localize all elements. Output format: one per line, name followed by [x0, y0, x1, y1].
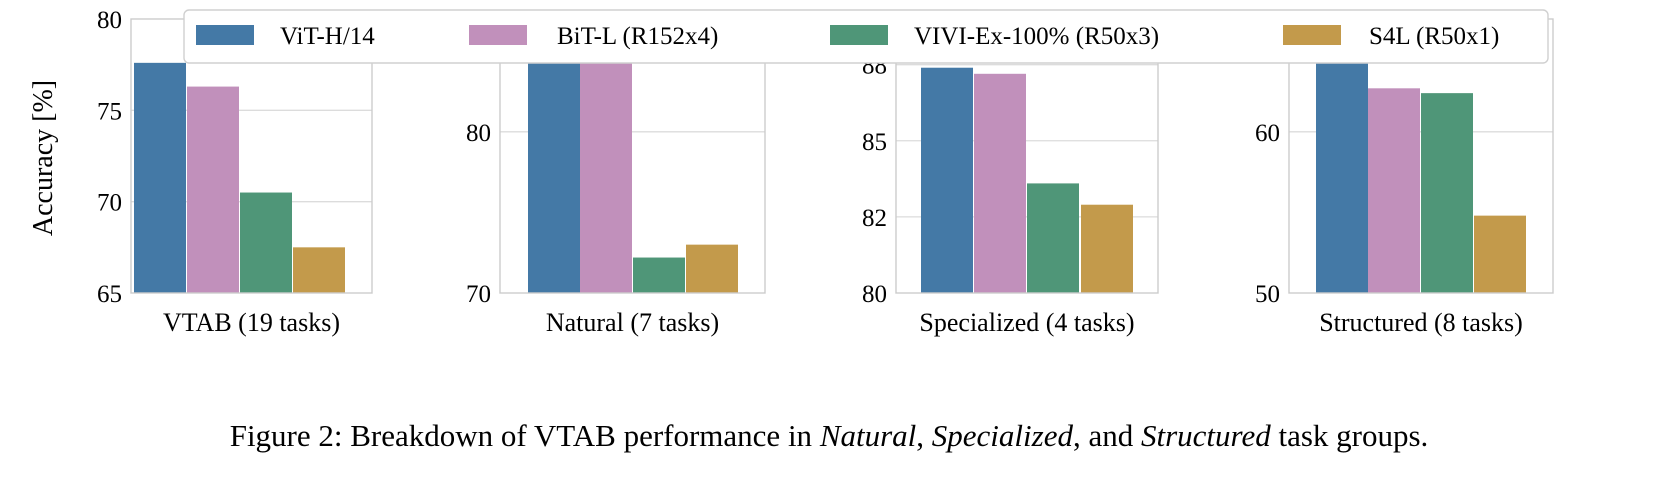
panel-1: 65 70 75 80 VTAB (19 tasks) — [97, 7, 373, 337]
bar — [686, 244, 738, 293]
legend-label: S4L (R50x1) — [1369, 23, 1499, 50]
chart-panels: 65 70 75 80 VTAB (19 tasks) 70 80 Natural (7 ta… — [97, 7, 1554, 337]
y-tick-label: 82 — [862, 205, 887, 232]
bar — [1027, 183, 1079, 293]
bar — [1316, 51, 1368, 294]
legend-swatch — [196, 25, 254, 45]
x-axis-label: Specialized (4 tasks) — [919, 308, 1134, 337]
y-tick-label: 80 — [97, 7, 122, 34]
panel-2: 70 80 Natural (7 tasks) — [466, 18, 766, 337]
legend-item: VIVI-Ex-100% (R50x3) — [830, 23, 1159, 50]
bar — [187, 86, 239, 293]
bar — [1421, 93, 1473, 293]
caption-prefix: Figure 2: Breakdown of VTAB performance … — [229, 418, 820, 453]
caption-suffix: task groups. — [1270, 418, 1429, 453]
bar — [580, 48, 632, 293]
panel-4: 50 60 Structured (8 tasks) — [1255, 18, 1554, 337]
bar — [633, 257, 685, 293]
legend-label: VIVI-Ex-100% (R50x3) — [914, 23, 1159, 50]
bar — [1081, 204, 1133, 293]
y-tick-label: 65 — [97, 281, 122, 308]
bar — [293, 247, 345, 293]
legend-item: BiT-L (R152x4) — [469, 23, 718, 50]
legend-swatch — [469, 25, 527, 45]
bar — [974, 73, 1026, 293]
y-tick-label: 70 — [466, 281, 491, 308]
y-tick-label: 70 — [97, 190, 122, 217]
caption-natural: Natural — [819, 418, 917, 453]
y-tick-label: 80 — [466, 120, 491, 147]
caption-sep-1: , — [916, 418, 932, 453]
x-axis-label: Natural (7 tasks) — [546, 308, 719, 337]
bar — [240, 192, 292, 293]
x-axis-label: Structured (8 tasks) — [1319, 308, 1523, 337]
bar — [528, 30, 580, 294]
bar — [1474, 215, 1526, 293]
x-axis-label: VTAB (19 tasks) — [163, 308, 340, 337]
legend: ViT-H/14 BiT-L (R152x4) VIVI-Ex-100% (R50x… — [183, 9, 1549, 64]
bar — [921, 67, 973, 293]
bar — [134, 62, 186, 294]
legend-item: S4L (R50x1) — [1283, 23, 1499, 50]
caption-sep-2: , and — [1072, 418, 1141, 453]
y-axis-label: Accuracy [%] — [28, 80, 59, 236]
legend-label: BiT-L (R152x4) — [557, 23, 718, 50]
bar — [1368, 88, 1420, 294]
y-tick-label: 50 — [1255, 281, 1280, 308]
caption-structured: Structured — [1140, 418, 1271, 453]
y-tick-label: 75 — [97, 98, 122, 125]
y-tick-label: 60 — [1255, 120, 1280, 147]
legend-swatch — [1283, 25, 1341, 45]
caption-specialized: Specialized — [931, 418, 1073, 453]
y-tick-label: 80 — [862, 281, 887, 308]
legend-swatch — [830, 25, 888, 45]
legend-item: ViT-H/14 — [196, 23, 375, 50]
figure-caption: Figure 2: Breakdown of VTAB performance … — [0, 418, 1658, 454]
y-tick-label: 85 — [862, 129, 887, 156]
legend-label: ViT-H/14 — [280, 23, 375, 50]
